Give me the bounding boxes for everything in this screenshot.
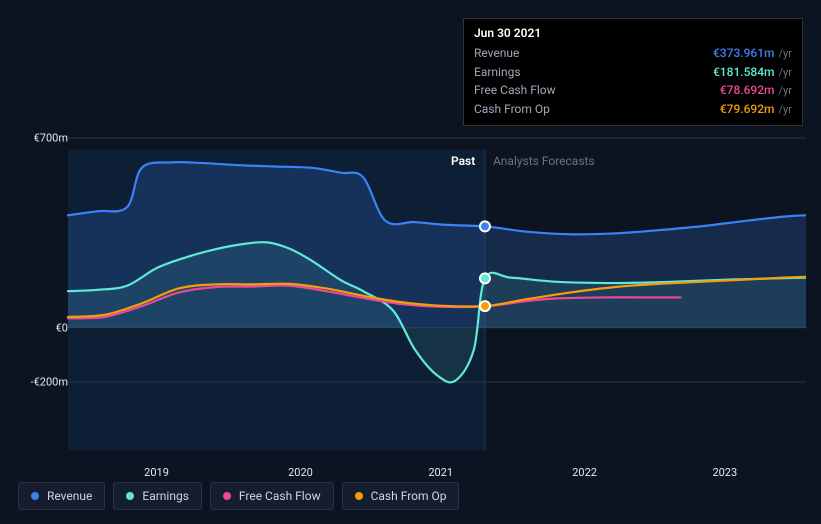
tooltip-row-unit: /yr bbox=[779, 46, 792, 61]
marker-earnings bbox=[480, 273, 490, 283]
tooltip-row: Cash From Op €79.692m/yr bbox=[474, 100, 792, 119]
legend-label: Earnings bbox=[142, 489, 189, 503]
y-tick-label: -€200m bbox=[31, 376, 68, 389]
legend-label: Cash From Op bbox=[371, 489, 447, 503]
tooltip-row-unit: /yr bbox=[779, 83, 792, 98]
x-tick-label: 2021 bbox=[428, 466, 453, 479]
y-tick-label: €0 bbox=[56, 321, 68, 334]
legend: Revenue Earnings Free Cash Flow Cash From O… bbox=[18, 482, 459, 510]
legend-item-earnings[interactable]: Earnings bbox=[113, 482, 202, 510]
tooltip-row-value: €79.692m bbox=[720, 101, 775, 118]
legend-item-fcf[interactable]: Free Cash Flow bbox=[210, 482, 334, 510]
tooltip-row-label: Revenue bbox=[474, 45, 594, 62]
x-tick-label: 2023 bbox=[712, 466, 737, 479]
tooltip-row-label: Free Cash Flow bbox=[474, 82, 594, 99]
tooltip-row: Earnings €181.584m/yr bbox=[474, 63, 792, 82]
legend-item-revenue[interactable]: Revenue bbox=[18, 482, 105, 510]
tooltip-row-label: Cash From Op bbox=[474, 101, 594, 118]
tooltip-row: Free Cash Flow €78.692m/yr bbox=[474, 81, 792, 100]
tooltip-row-value: €181.584m bbox=[713, 64, 775, 81]
tooltip-row-label: Earnings bbox=[474, 64, 594, 81]
chart-tooltip: Jun 30 2021 Revenue €373.961m/yr Earnings €… bbox=[463, 18, 803, 126]
legend-dot-icon bbox=[126, 492, 134, 500]
tooltip-row: Revenue €373.961m/yr bbox=[474, 44, 792, 63]
legend-dot-icon bbox=[355, 492, 363, 500]
legend-dot-icon bbox=[31, 492, 39, 500]
section-label-forecast: Analysts Forecasts bbox=[493, 154, 595, 168]
section-label-past: Past bbox=[451, 154, 475, 168]
tooltip-date: Jun 30 2021 bbox=[474, 25, 792, 44]
marker-cfo bbox=[480, 301, 490, 311]
legend-item-cfo[interactable]: Cash From Op bbox=[342, 482, 460, 510]
legend-label: Revenue bbox=[47, 489, 92, 503]
x-tick-label: 2022 bbox=[572, 466, 597, 479]
x-tick-label: 2019 bbox=[144, 466, 169, 479]
tooltip-row-unit: /yr bbox=[779, 65, 792, 80]
x-tick-label: 2020 bbox=[288, 466, 313, 479]
marker-revenue bbox=[480, 221, 490, 231]
tooltip-row-value: €78.692m bbox=[720, 82, 775, 99]
legend-label: Free Cash Flow bbox=[239, 489, 321, 503]
tooltip-row-unit: /yr bbox=[779, 102, 792, 117]
tooltip-row-value: €373.961m bbox=[713, 45, 775, 62]
x-axis-labels: 20192020202120222023 bbox=[18, 456, 806, 470]
y-tick-label: €700m bbox=[34, 132, 68, 145]
legend-dot-icon bbox=[223, 492, 231, 500]
